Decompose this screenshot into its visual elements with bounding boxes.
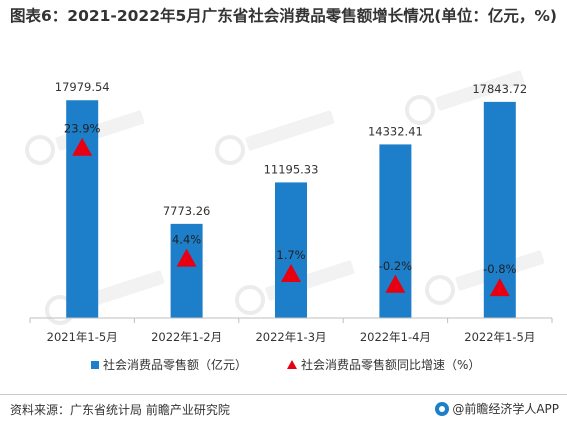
- legend-marker-swatch: [287, 360, 297, 369]
- growth-markers: [72, 137, 510, 297]
- growth-marker-1: [176, 248, 197, 267]
- bar-label-2: 11195.33: [264, 162, 319, 176]
- growth-marker-2: [281, 263, 301, 282]
- growth-label-1: 4.4%: [172, 233, 201, 247]
- x-axis-labels: 2021年1-5月 2022年1-2月 2022年1-3月 2022年1-4月 2022…: [47, 330, 536, 344]
- bar-0: [66, 100, 99, 318]
- footer-divider: [0, 394, 567, 395]
- growth-labels: 23.9% 4.4% 1.7% -0.2% -0.8%: [64, 122, 517, 276]
- chart-area: 17979.547773.2611195.3314332.4117843.72 …: [25, 70, 553, 372]
- x-axis-ticks: [29, 318, 553, 323]
- bar-series: [66, 100, 516, 318]
- watermark-band-2: [435, 70, 525, 111]
- growth-label-2: 1.7%: [276, 248, 305, 262]
- growth-marker-4: [489, 278, 510, 297]
- watermark-band-1: [245, 110, 335, 151]
- bar-label-4: 17843.72: [472, 82, 527, 96]
- bar-1: [170, 223, 203, 318]
- x-label-1: 2022年1-2月: [151, 330, 222, 344]
- growth-label-3: -0.2%: [379, 259, 412, 273]
- x-label-0: 2021年1-5月: [47, 330, 118, 344]
- growth-label-4: -0.8%: [483, 262, 516, 276]
- watermark-logo-1: [215, 135, 245, 165]
- bar-label-0: 17979.54: [55, 80, 110, 94]
- legend-bar-label: 社会消费品零售额（亿元）: [103, 357, 247, 372]
- brand-credit[interactable]: @前瞻经济学人APP: [435, 400, 559, 417]
- watermark-logo-4: [235, 285, 265, 315]
- source-note: 资料来源：广东省统计局 前瞻产业研究院: [10, 403, 230, 417]
- watermark-logo-2: [405, 95, 435, 125]
- bar-label-1: 7773.26: [163, 204, 211, 218]
- x-label-2: 2022年1-3月: [255, 330, 326, 344]
- growth-label-0: 23.9%: [64, 122, 101, 136]
- brand-text: @前瞻经济学人APP: [452, 402, 559, 416]
- growth-marker-3: [385, 274, 406, 293]
- legend-marker-label: 社会消费品零售额同比增速（%）: [301, 357, 480, 372]
- bar-value-labels: 17979.54 7773.26 11195.33 14332.41 17843.72: [55, 80, 527, 218]
- brand-logo-icon: [435, 401, 450, 416]
- chart-title: 图表6：2021-2022年5月广东省社会消费品零售额增长情况(单位：亿元，%): [10, 7, 557, 25]
- watermark-logo-0: [25, 135, 55, 165]
- bar-2: [275, 182, 307, 318]
- legend-bar-swatch: [91, 361, 99, 369]
- bar-label-3: 14332.41: [368, 124, 423, 138]
- x-label-4: 2022年1-5月: [464, 330, 535, 344]
- watermark-logo-5: [425, 275, 455, 305]
- x-label-3: 2022年1-4月: [360, 330, 431, 344]
- legend: 社会消费品零售额（亿元） 社会消费品零售额同比增速（%）: [91, 357, 480, 372]
- growth-marker-0: [72, 137, 93, 156]
